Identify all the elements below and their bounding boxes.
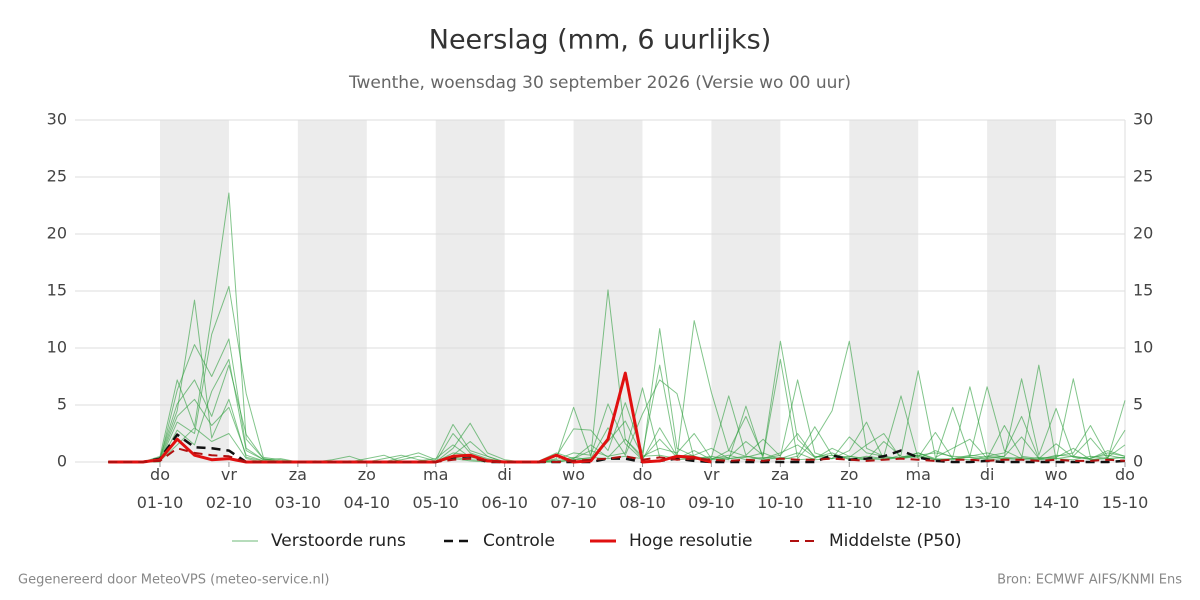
y-tick-label-right: 30	[1133, 110, 1153, 129]
chart-title: Neerslag (mm, 6 uurlijks)	[429, 25, 771, 56]
x-tick-label: di 06-10	[481, 465, 528, 512]
y-tick-label-right: 10	[1133, 338, 1153, 357]
series-line	[108, 447, 1126, 463]
y-tick-label-right: 5	[1133, 395, 1143, 414]
y-tick-label: 5	[57, 395, 67, 414]
x-tick-label: do 08-10	[619, 465, 666, 512]
x-tick-label: ma 12-10	[895, 465, 942, 512]
x-tick-label: za 03-10	[275, 465, 322, 512]
x-tick-label: vr 02-10	[206, 465, 253, 512]
legend-label: Hoge resolutie	[629, 531, 753, 551]
legend-label: Middelste (P50)	[829, 531, 962, 551]
y-tick-label: 15	[47, 281, 67, 300]
series-line	[108, 285, 1126, 463]
series-line	[108, 433, 1126, 464]
x-tick-label: zo 04-10	[344, 465, 391, 512]
y-tick-label: 25	[47, 167, 67, 186]
y-tick-label-right: 20	[1133, 224, 1153, 243]
y-tick-label: 20	[47, 224, 67, 243]
chart-subtitle: Twenthe, woensdag 30 september 2026 (Ver…	[348, 73, 851, 93]
x-tick-label: do 01-10	[137, 465, 184, 512]
plot-background	[75, 119, 1126, 463]
x-tick-label: wo 14-10	[1033, 465, 1080, 512]
y-tick-label-right: 0	[1133, 452, 1143, 471]
legend-label: Controle	[483, 531, 555, 551]
x-tick-label: do 15-10	[1102, 465, 1149, 512]
y-tick-label: 0	[57, 452, 67, 471]
x-tick-label: vr 09-10	[688, 465, 735, 512]
y-tick-label: 30	[47, 110, 67, 129]
y-tick-label-right: 15	[1133, 281, 1153, 300]
x-tick-label: za 10-10	[757, 465, 804, 512]
footer-left: Gegenereerd door MeteoVPS (meteo-service…	[18, 573, 329, 588]
x-tick-label: ma 05-10	[412, 465, 459, 512]
y-tick-label: 10	[47, 338, 67, 357]
x-tick-label: zo 11-10	[826, 465, 873, 512]
footer-right: Bron: ECMWF AIFS/KNMI Ens	[997, 573, 1182, 588]
x-tick-label: wo 07-10	[550, 465, 597, 512]
x-tick-label: di 13-10	[964, 465, 1011, 512]
legend-label: Verstoorde runs	[271, 531, 406, 551]
y-tick-label-right: 25	[1133, 167, 1153, 186]
